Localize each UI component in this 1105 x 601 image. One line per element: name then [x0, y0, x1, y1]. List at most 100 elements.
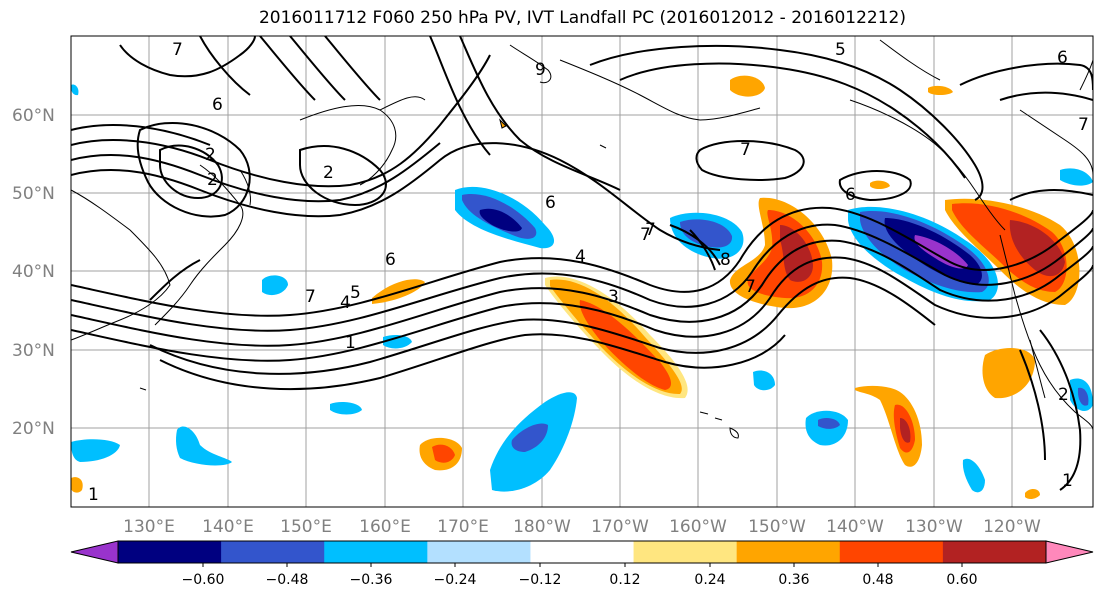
positive-anomaly-patch — [432, 444, 455, 463]
negative-anomaly-patch — [383, 334, 412, 349]
lon-label: 130°W — [905, 517, 963, 537]
contour-label: 4 — [575, 247, 586, 267]
lon-label: 130°E — [123, 517, 175, 537]
positive-anomaly-patch — [1009, 220, 1065, 277]
positive-anomaly-patch — [780, 225, 813, 282]
colorbar-bin — [736, 541, 841, 563]
lon-label: 180°W — [513, 517, 571, 537]
contour-labels: 7 6 2 2 9 2 6 7 5 6 7 4 6 7 5 4 1 3 7 8 — [88, 40, 1089, 505]
lat-label: 60°N — [12, 106, 55, 126]
colorbar-tick-label: −0.60 — [182, 572, 225, 588]
map-panel: 7 6 2 2 9 2 6 7 5 6 7 4 6 7 5 4 1 3 7 8 — [70, 35, 1094, 508]
lon-label: 160°W — [669, 517, 727, 537]
lon-label: 170°E — [437, 517, 489, 537]
contour-label: 7 — [172, 40, 183, 60]
contour-label: 2 — [207, 170, 218, 190]
map-frame — [70, 35, 1094, 508]
negative-anomaly-patch — [1078, 387, 1089, 406]
contour-label: 6 — [1057, 48, 1068, 68]
graticule — [71, 36, 1093, 507]
contour-label: 5 — [350, 283, 361, 303]
colorbar-bin — [942, 541, 1047, 563]
colorbar-bin — [324, 541, 428, 563]
positive-anomaly-patch — [579, 300, 672, 390]
contour-label: 1 — [88, 485, 99, 505]
contour-label: 6 — [385, 250, 396, 270]
colorbar-tick-label: 0.36 — [778, 572, 809, 588]
contour-label: 2 — [1058, 385, 1069, 405]
colorbar-tick-label: 0.48 — [862, 572, 893, 588]
lon-label: 160°E — [359, 517, 411, 537]
negative-anomaly-patch — [914, 235, 968, 269]
contour-label: 5 — [835, 40, 846, 60]
colorbar-bin — [530, 541, 635, 563]
negative-anomaly-patch — [71, 439, 120, 462]
contour-label: 2 — [323, 163, 334, 183]
colorbar-bin — [221, 541, 325, 563]
pv-contours — [71, 36, 1093, 491]
contour-label: 7 — [1078, 115, 1089, 135]
longitude-labels: 130°E 140°E 150°E 160°E 170°E 180°W 170°… — [123, 517, 1041, 537]
lat-label: 30°N — [12, 341, 55, 361]
positive-anomaly-patch — [928, 85, 953, 95]
contour-label: 7 — [645, 220, 656, 240]
colorbar-tick-label: 0.12 — [609, 572, 640, 588]
negative-anomaly-patch — [479, 208, 522, 232]
contour-label: 7 — [305, 287, 316, 307]
colorbar-tick-label: −0.12 — [519, 572, 562, 588]
contour-label: 2 — [205, 145, 216, 165]
lat-label: 40°N — [12, 262, 55, 282]
contour-label: 1 — [345, 333, 356, 353]
map-title: 2016011712 F060 250 hPa PV, IVT Landfall… — [258, 8, 906, 28]
positive-anomaly-patch — [1025, 489, 1040, 500]
colorbar-tick-label: 0.60 — [946, 572, 977, 588]
contour-label: 1 — [1062, 471, 1073, 491]
negative-anomaly-patch — [753, 370, 775, 391]
colorbar-bin — [427, 541, 531, 563]
colorbar-bin — [118, 541, 222, 563]
colorbar-bin — [839, 541, 944, 563]
colorbar-bin — [633, 541, 738, 563]
colorbar-tick-label: −0.24 — [434, 572, 477, 588]
negative-anomaly-patch — [962, 458, 985, 493]
contour-label: 3 — [608, 287, 619, 307]
negative-anomaly-patch — [511, 423, 548, 452]
contour-label: 7 — [740, 140, 751, 160]
contour-label: 7 — [640, 225, 651, 245]
contour-label: 6 — [212, 95, 223, 115]
positive-anomaly-patch — [870, 180, 890, 189]
lon-label: 140°E — [202, 517, 254, 537]
contour-label: 6 — [845, 185, 856, 205]
contour-label: 9 — [535, 60, 546, 80]
positive-anomaly-patch — [71, 477, 83, 493]
colorbar-tick-label: −0.36 — [350, 572, 393, 588]
negative-anomaly-patch — [262, 275, 288, 296]
contour-label: 4 — [340, 293, 351, 313]
colorbar-tick-label: 0.24 — [694, 572, 725, 588]
lat-label: 50°N — [12, 184, 55, 204]
colorbar-frame — [117, 540, 1047, 564]
lon-label: 150°E — [280, 517, 332, 537]
lon-label: 120°W — [983, 517, 1041, 537]
negative-anomaly-patch — [1060, 168, 1093, 186]
lat-label: 20°N — [12, 419, 55, 439]
lon-label: 150°W — [748, 517, 806, 537]
lon-label: 140°W — [826, 517, 884, 537]
colorbar-extend-low — [70, 540, 119, 564]
negative-anomaly-patch — [176, 426, 232, 466]
negative-anomaly-patch — [818, 417, 840, 429]
colorbar-tick-label: −0.48 — [266, 572, 309, 588]
positive-anomaly-patch — [900, 418, 911, 443]
negative-anomaly-patch — [71, 84, 79, 96]
lon-label: 170°W — [591, 517, 649, 537]
contour-label: 8 — [720, 250, 731, 270]
negative-anomaly-patch — [330, 402, 362, 415]
contour-label: 7 — [745, 277, 756, 297]
positive-anomaly-patch — [982, 348, 1035, 399]
positive-anomaly-patch — [730, 75, 765, 97]
latitude-labels: 60°N 50°N 40°N 30°N 20°N — [12, 106, 55, 439]
contour-label: 6 — [545, 193, 556, 213]
negative-anomaly-patch — [680, 219, 733, 248]
colorbar-extend-high — [1045, 540, 1094, 564]
